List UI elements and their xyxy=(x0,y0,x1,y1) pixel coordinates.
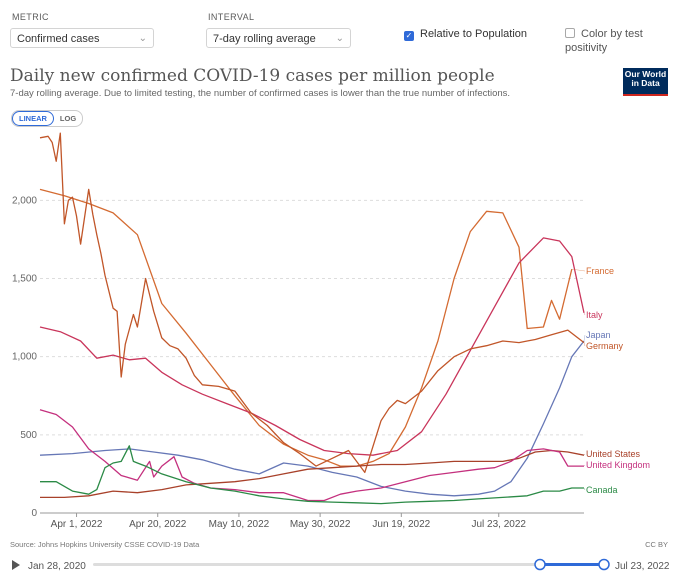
x-tick-label: Apr 1, 2022 xyxy=(51,519,103,530)
series-line-italy xyxy=(39,237,585,456)
series-label-france: France xyxy=(586,266,614,276)
license-label[interactable]: CC BY xyxy=(645,540,668,549)
series-label-connector xyxy=(583,312,586,316)
x-tick-label: Apr 20, 2022 xyxy=(129,519,187,530)
series-line-japan xyxy=(39,340,585,497)
y-tick-label: 0 xyxy=(31,508,37,519)
relative-to-population-checkbox[interactable]: ✓ Relative to Population xyxy=(404,27,527,41)
series-label-connector xyxy=(583,342,586,347)
series-label-connector xyxy=(583,464,586,467)
x-tick-label: Jul 23, 2022 xyxy=(471,519,526,530)
timeline-end-handle[interactable] xyxy=(598,558,610,571)
linear-scale-button[interactable]: LINEAR xyxy=(12,111,54,126)
checkbox-unchecked-icon xyxy=(565,28,575,38)
owid-logo[interactable]: Our World in Data xyxy=(623,68,668,96)
checkbox-checked-icon: ✓ xyxy=(404,31,414,41)
series-line-germany xyxy=(39,132,585,474)
chart-title: Daily new confirmed COVID-19 cases per m… xyxy=(10,66,495,86)
y-tick-label: 1,500 xyxy=(12,274,37,285)
logo-line2: in Data xyxy=(631,78,660,88)
series-line-united-kingdom xyxy=(39,409,584,502)
x-axis: Apr 1, 2022 Apr 20, 2022 May 10, 2022 May 3… xyxy=(51,513,526,530)
series-label-japan: Japan xyxy=(586,330,611,340)
relative-to-population-label: Relative to Population xyxy=(420,28,528,40)
interval-label: INTERVAL xyxy=(208,12,255,22)
x-tick-label: Jun 19, 2022 xyxy=(372,519,430,530)
y-tick-label: 1,000 xyxy=(12,352,37,363)
series-line-france xyxy=(39,188,573,467)
y-tick-label: 2,000 xyxy=(12,195,37,206)
series-line-canada xyxy=(40,445,584,505)
logo-line1: Our World xyxy=(624,69,667,79)
series-lines xyxy=(39,132,585,505)
timeline-track[interactable] xyxy=(93,563,608,566)
source-note: Source: Johns Hopkins University CSSE CO… xyxy=(10,540,200,549)
interval-select-value: 7-day rolling average xyxy=(213,33,316,45)
y-tick-label: 500 xyxy=(20,430,37,441)
scale-toggle[interactable]: LINEAR LOG xyxy=(11,110,84,127)
series-line-united-states xyxy=(40,449,585,499)
color-by-test-positivity-checkbox[interactable]: Color by test positivity xyxy=(565,27,680,55)
series-label-germany: Germany xyxy=(586,341,624,351)
series-label-canada: Canada xyxy=(586,485,618,495)
chart-subtitle: 7-day rolling average. Due to limited te… xyxy=(10,88,511,99)
chevron-down-icon: ⌄ xyxy=(138,33,147,44)
metric-select[interactable]: Confirmed cases ⌄ xyxy=(10,28,154,48)
timeline-range xyxy=(540,563,604,566)
x-tick-label: May 30, 2022 xyxy=(290,519,351,530)
series-label-italy: Italy xyxy=(586,310,603,320)
timeline-start-handle[interactable] xyxy=(534,558,546,571)
series-label-united-states: United States xyxy=(586,449,641,459)
series-label-connector xyxy=(571,268,586,272)
x-tick-label: May 10, 2022 xyxy=(209,519,270,530)
series-label-connector xyxy=(583,334,586,342)
chevron-down-icon: ⌄ xyxy=(335,33,344,44)
log-scale-button[interactable]: LOG xyxy=(59,114,77,123)
interval-select[interactable]: 7-day rolling average ⌄ xyxy=(206,28,351,48)
play-icon[interactable] xyxy=(12,560,20,570)
grid xyxy=(40,199,584,514)
metric-label: METRIC xyxy=(12,12,49,22)
timeline-start-label: Jan 28, 2020 xyxy=(28,561,86,572)
timeline-end-label: Jul 23, 2022 xyxy=(615,561,670,572)
timeline[interactable]: Jan 28, 2020 Jul 23, 2022 xyxy=(0,556,680,576)
line-chart: 0 500 1,000 1,500 2,000 Apr 1, 2022 Apr 20, 2… xyxy=(12,132,650,530)
color-by-test-positivity-label: Color by test positivity xyxy=(565,28,643,54)
series-label-united-kingdom: United Kingdom xyxy=(586,460,650,470)
series-label-connector xyxy=(583,453,586,456)
y-axis: 0 500 1,000 1,500 2,000 xyxy=(12,195,37,519)
metric-select-value: Confirmed cases xyxy=(17,33,100,45)
series-label-connector xyxy=(583,487,586,491)
